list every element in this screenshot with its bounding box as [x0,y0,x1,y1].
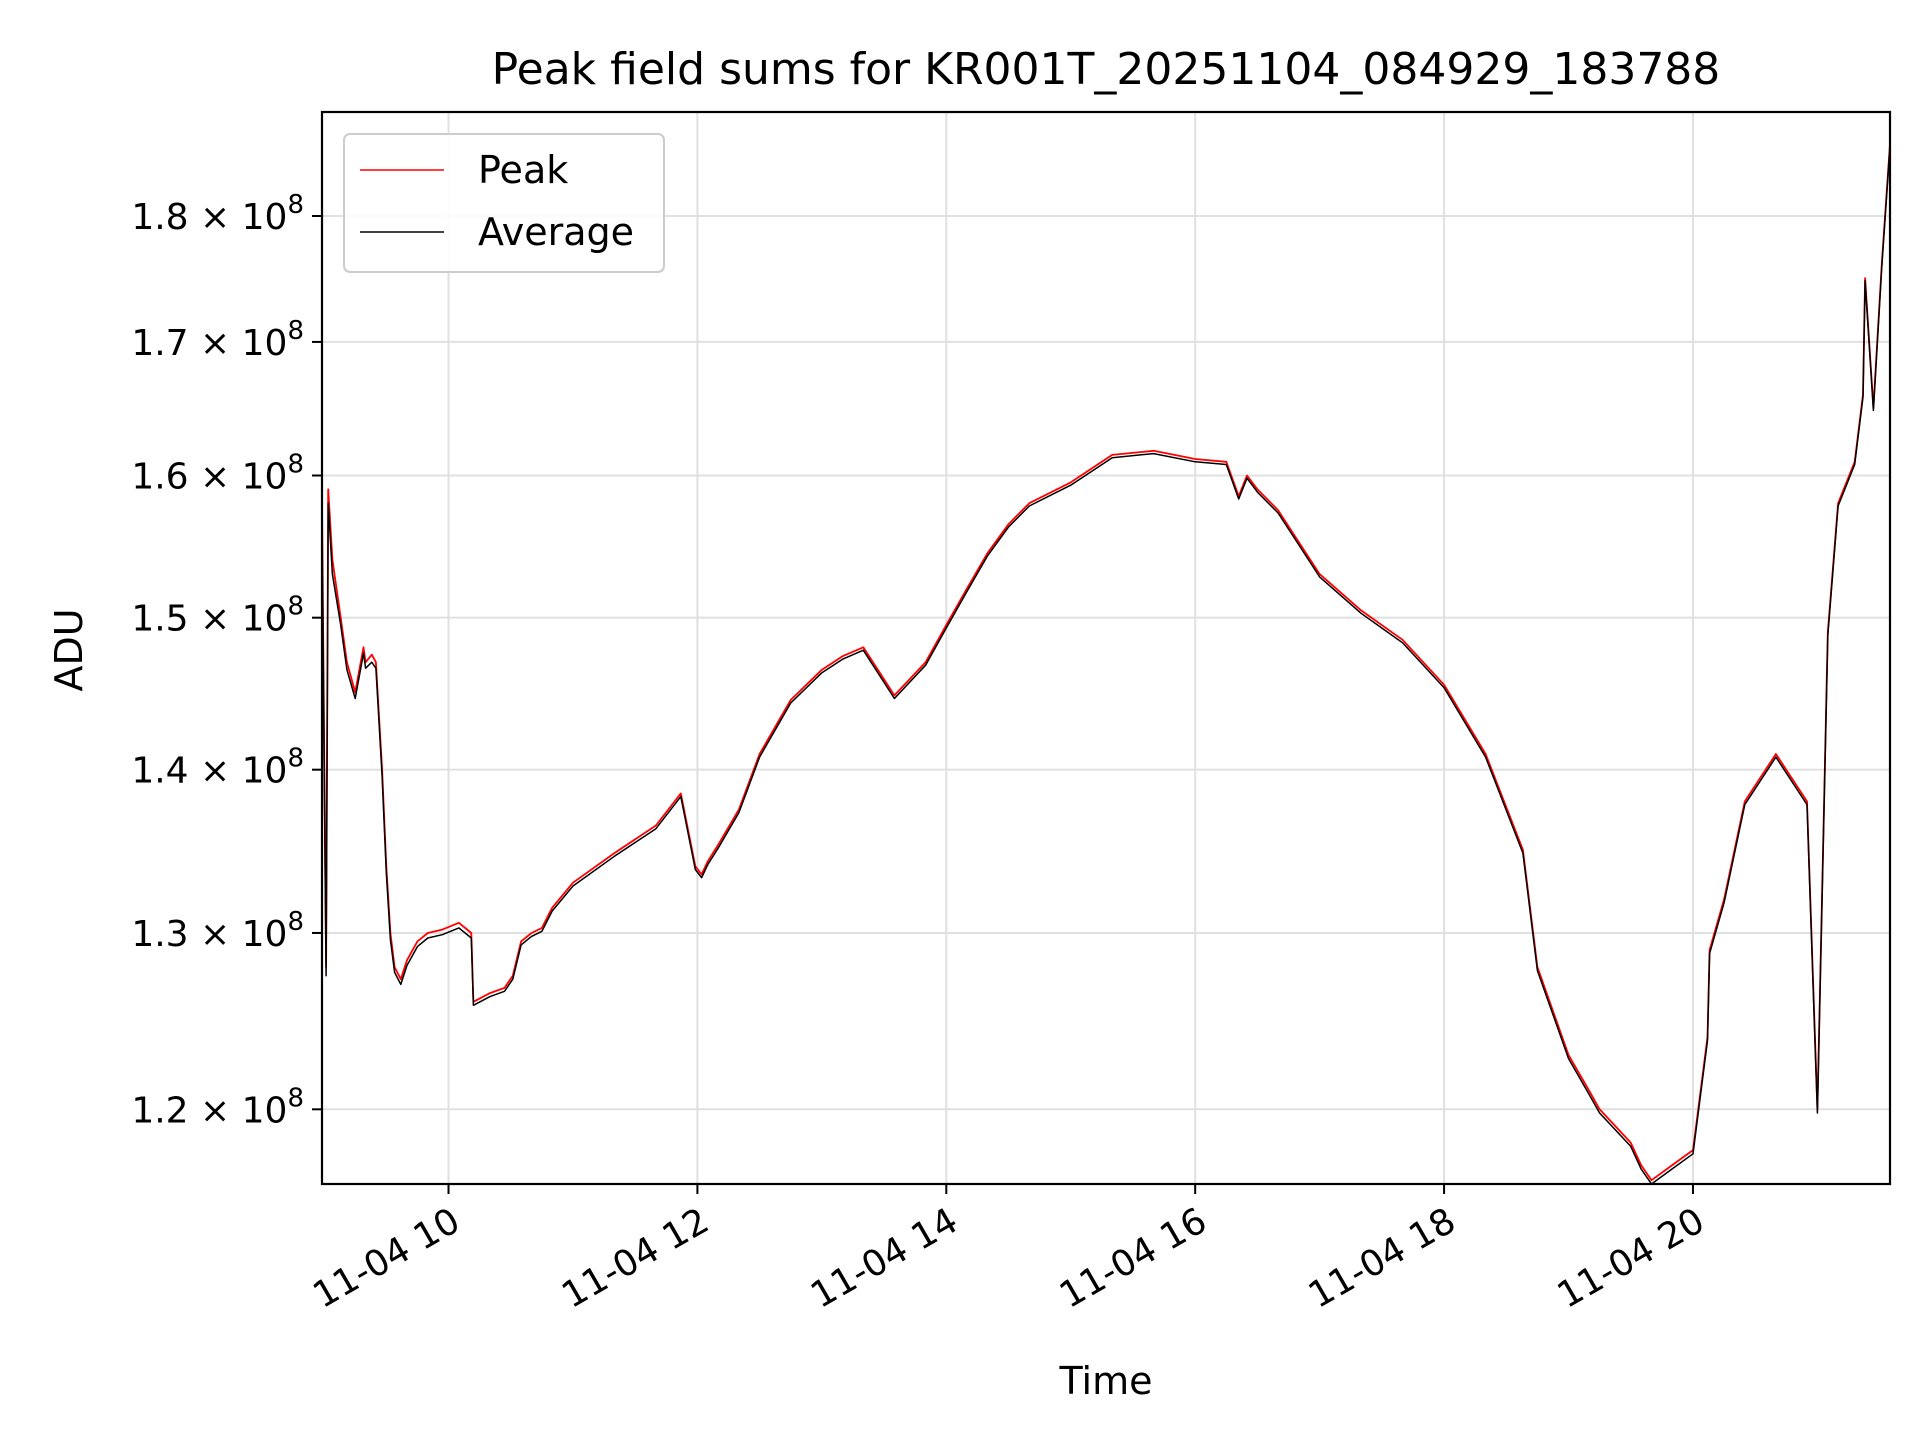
series-line-average [321,146,1891,1185]
x-tick-label: 11-04 16 [1053,1200,1214,1316]
x-tick-label: 11-04 18 [1302,1200,1463,1316]
legend-label-average: Average [478,210,634,254]
x-tick-label: 11-04 12 [555,1200,716,1316]
series-layer [321,143,1891,1185]
legend-box [343,133,665,273]
chart-title: Peak field sums for KR001T_20251104_0849… [492,44,1721,95]
y-tick-label: 1.2 × 108 [131,1083,304,1131]
x-tick-label: 11-04 20 [1551,1200,1712,1316]
y-tick-label: 1.7 × 108 [131,316,304,364]
x-axis-label: Time [1059,1359,1153,1403]
x-tick-label: 11-04 14 [804,1200,965,1316]
y-tick-label: 1.5 × 108 [131,592,304,640]
series-line-peak [321,143,1891,1182]
y-tick-label: 1.6 × 108 [131,449,304,497]
y-tick-label: 1.8 × 108 [131,190,304,238]
x-axis: 11-04 10 11-04 12 11-04 14 11-04 16 11-04 18… [306,1184,1711,1317]
legend-label-peak: Peak [478,148,568,192]
y-tick-label: 1.3 × 108 [131,907,304,955]
legend: Peak Average [343,133,665,273]
x-tick-label: 11-04 10 [306,1200,467,1316]
y-axis-label: ADU [47,608,91,691]
plot-frame [320,110,1892,1186]
grid-lines [322,112,1890,1184]
y-axis: 1.2 × 108 1.3 × 108 1.4 × 108 1.5 × 108 1.6 … [131,190,322,1131]
y-tick-label: 1.4 × 108 [131,744,304,792]
